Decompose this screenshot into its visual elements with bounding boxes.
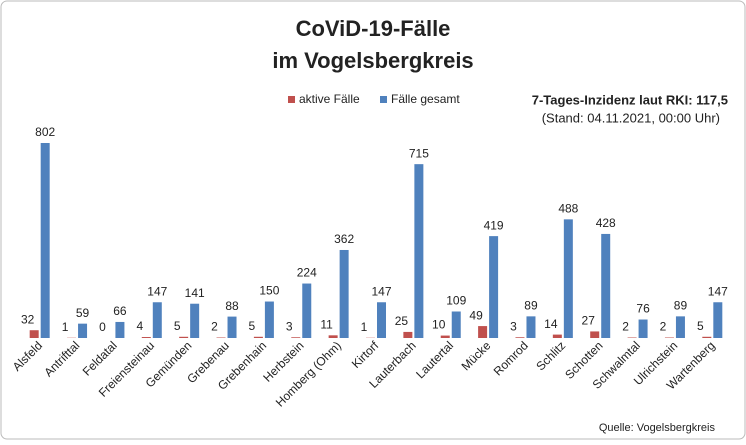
value-label: 802 — [35, 125, 55, 139]
bar — [41, 143, 50, 338]
bar — [478, 326, 487, 338]
value-label: 1 — [62, 320, 69, 334]
bar — [414, 164, 423, 338]
value-label: 10 — [432, 318, 446, 332]
bar — [377, 302, 386, 338]
bar — [590, 331, 599, 338]
bar — [403, 332, 412, 338]
value-label: 147 — [147, 284, 167, 298]
bar — [340, 250, 349, 338]
bar — [265, 302, 274, 338]
value-label: 3 — [510, 319, 517, 333]
value-label: 150 — [259, 284, 279, 298]
value-label: 147 — [708, 284, 728, 298]
value-label: 4 — [136, 319, 143, 333]
source-note: Quelle: Vogelsbergkreis — [599, 422, 716, 434]
legend-swatch — [380, 96, 387, 103]
bar — [179, 337, 188, 338]
value-label: 0 — [99, 320, 106, 334]
bar — [302, 284, 311, 338]
bar — [228, 317, 237, 338]
bar — [713, 302, 722, 338]
value-label: 224 — [297, 266, 317, 280]
bar — [639, 320, 648, 338]
value-label: 89 — [524, 299, 538, 313]
bar — [441, 336, 450, 338]
value-label: 5 — [174, 319, 181, 333]
value-label: 11 — [320, 317, 333, 331]
value-label: 5 — [249, 319, 256, 333]
bar — [515, 337, 524, 338]
bar — [254, 337, 263, 338]
chart-title: CoViD-19-Fälle — [296, 16, 451, 41]
date-note: (Stand: 04.11.2021, 00:00 Uhr) — [542, 110, 720, 125]
value-label: 362 — [334, 232, 354, 246]
bar — [30, 330, 39, 338]
legend-label: aktive Fälle — [299, 92, 360, 106]
value-label: 2 — [211, 320, 218, 334]
value-label: 715 — [409, 146, 429, 160]
bar — [153, 302, 162, 338]
value-label: 147 — [371, 284, 391, 298]
value-label: 27 — [582, 314, 596, 328]
value-label: 141 — [185, 286, 205, 300]
bar — [564, 219, 573, 338]
value-label: 1 — [361, 320, 368, 334]
bar — [115, 322, 124, 338]
value-label: 88 — [225, 299, 239, 313]
value-label: 66 — [113, 304, 127, 318]
bar — [329, 335, 338, 338]
value-label: 419 — [484, 218, 504, 232]
bar — [702, 337, 711, 338]
value-label: 59 — [76, 306, 90, 320]
value-label: 49 — [469, 308, 483, 322]
value-label: 76 — [636, 302, 650, 316]
value-label: 109 — [446, 294, 466, 308]
bar — [526, 316, 535, 338]
value-label: 428 — [596, 216, 616, 230]
bar — [291, 337, 300, 338]
legend-swatch — [288, 96, 295, 103]
value-label: 5 — [697, 319, 704, 333]
value-label: 32 — [21, 312, 35, 326]
legend-label: Fälle gesamt — [391, 92, 460, 106]
incidence-note: 7-Tages-Inzidenz laut RKI: 117,5 — [532, 92, 728, 107]
bar — [601, 234, 610, 338]
value-label: 488 — [558, 202, 578, 216]
bar — [452, 311, 461, 338]
bar — [190, 304, 199, 338]
bar — [78, 324, 87, 338]
value-label: 14 — [544, 317, 558, 331]
value-label: 89 — [674, 299, 688, 313]
chart-subtitle: im Vogelsbergkreis — [272, 48, 473, 73]
value-label: 25 — [395, 314, 409, 328]
bar — [676, 316, 685, 338]
value-label: 3 — [286, 319, 293, 333]
bar — [142, 337, 151, 338]
value-label: 2 — [622, 320, 629, 334]
bar — [489, 236, 498, 338]
value-label: 2 — [660, 320, 667, 334]
bar — [553, 335, 562, 338]
